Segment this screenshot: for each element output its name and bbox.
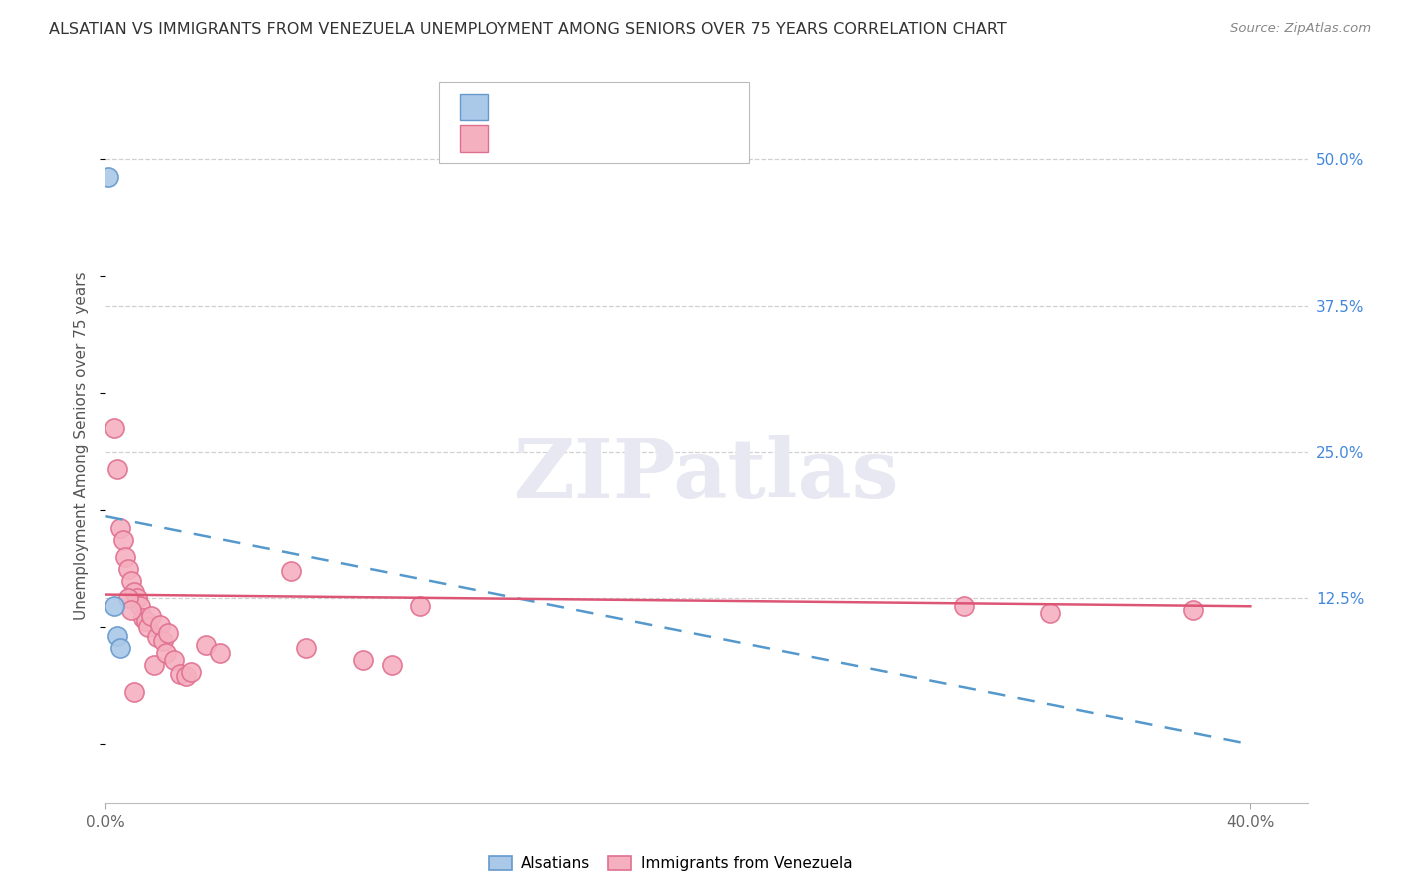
Y-axis label: Unemployment Among Seniors over 75 years: Unemployment Among Seniors over 75 years — [75, 272, 90, 620]
Point — [381, 657, 404, 672]
Point — [108, 521, 131, 535]
Point — [105, 462, 128, 476]
Point — [208, 646, 231, 660]
Point — [146, 630, 169, 644]
Text: Source: ZipAtlas.com: Source: ZipAtlas.com — [1230, 22, 1371, 36]
Point — [114, 550, 136, 565]
Point — [1182, 603, 1205, 617]
Point — [105, 628, 128, 642]
Point — [141, 608, 163, 623]
Point — [409, 599, 432, 614]
Text: 4: 4 — [664, 100, 681, 114]
Point — [180, 665, 202, 679]
Point — [103, 421, 125, 435]
Text: R =: R = — [502, 100, 537, 114]
Text: -0.010: -0.010 — [540, 100, 598, 114]
Point — [128, 599, 150, 614]
Point — [103, 599, 125, 614]
Point — [352, 653, 374, 667]
Point — [138, 620, 160, 634]
Text: R =: R = — [502, 131, 537, 145]
Point — [117, 591, 139, 605]
Legend: Alsatians, Immigrants from Venezuela: Alsatians, Immigrants from Venezuela — [482, 849, 858, 877]
Point — [143, 657, 166, 672]
Point — [97, 169, 120, 184]
Point — [120, 574, 142, 588]
Point — [194, 638, 217, 652]
Text: N =: N = — [617, 100, 664, 114]
Text: 37: 37 — [664, 131, 686, 145]
Text: N =: N = — [617, 131, 664, 145]
Text: ZIPatlas: ZIPatlas — [513, 434, 900, 515]
Point — [108, 641, 131, 656]
Point — [1039, 607, 1062, 621]
Text: ALSATIAN VS IMMIGRANTS FROM VENEZUELA UNEMPLOYMENT AMONG SENIORS OVER 75 YEARS C: ALSATIAN VS IMMIGRANTS FROM VENEZUELA UN… — [49, 22, 1007, 37]
Point — [174, 669, 197, 683]
Point — [157, 626, 180, 640]
Point — [122, 684, 145, 698]
Point — [169, 667, 191, 681]
Text: -0.048: -0.048 — [540, 131, 598, 145]
Point — [117, 562, 139, 576]
Point — [135, 615, 157, 629]
Point — [149, 618, 172, 632]
Point — [120, 603, 142, 617]
Point — [125, 591, 148, 605]
Point — [953, 599, 976, 614]
Point — [155, 646, 177, 660]
Point — [280, 564, 302, 578]
Point — [122, 585, 145, 599]
Point — [152, 634, 174, 648]
Point — [111, 533, 134, 547]
Point — [131, 611, 153, 625]
Point — [163, 653, 186, 667]
Point — [295, 641, 318, 656]
